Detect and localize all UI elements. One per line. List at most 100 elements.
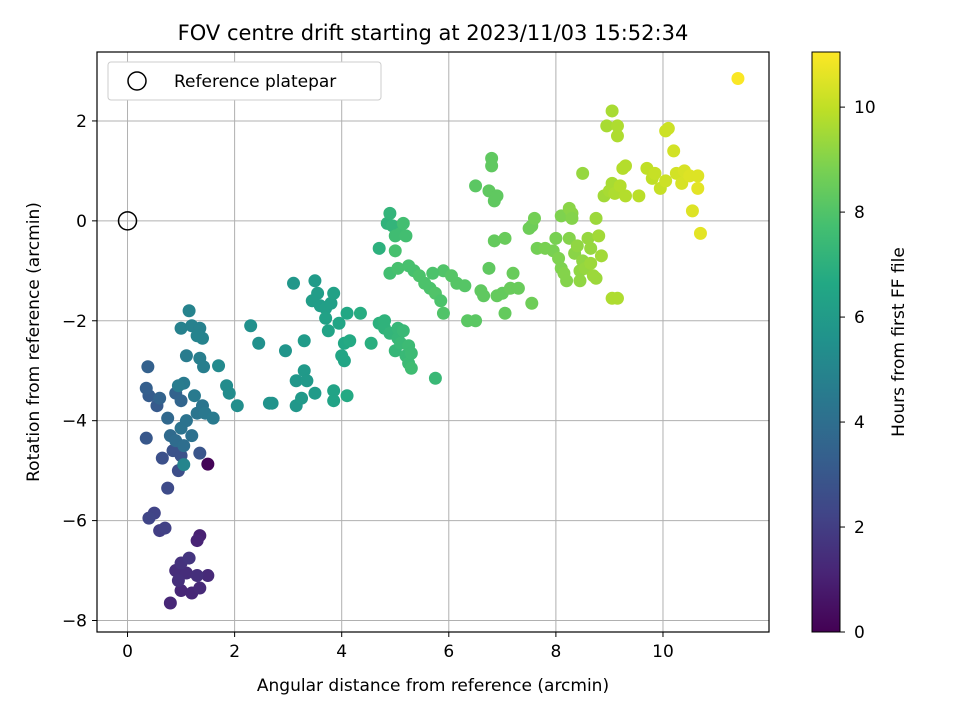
scatter-point bbox=[618, 159, 632, 173]
scatter-point bbox=[388, 244, 402, 258]
colorbar-tick-label: 2 bbox=[854, 518, 865, 538]
scatter-point bbox=[153, 391, 167, 405]
scatter-point bbox=[396, 216, 410, 230]
colorbar-tick-label: 10 bbox=[854, 98, 876, 118]
scatter-point bbox=[618, 189, 632, 203]
scatter-point bbox=[190, 534, 204, 548]
scatter-point bbox=[487, 234, 501, 248]
scatter-point bbox=[139, 381, 153, 395]
scatter-point bbox=[177, 439, 191, 453]
scatter-point bbox=[691, 169, 705, 183]
scatter-point bbox=[161, 411, 175, 425]
scatter-point bbox=[308, 386, 322, 400]
scatter-point bbox=[244, 319, 258, 333]
y-tick-label: 2 bbox=[76, 112, 87, 132]
scatter-point bbox=[230, 399, 244, 413]
scatter-point bbox=[605, 291, 619, 305]
scatter-point bbox=[177, 458, 191, 472]
scatter-point bbox=[174, 394, 188, 408]
colorbar-gradient bbox=[811, 51, 841, 633]
scatter-point bbox=[163, 596, 177, 610]
scatter-point bbox=[201, 457, 215, 471]
scatter-point bbox=[570, 239, 584, 253]
y-tick-label: 0 bbox=[76, 212, 87, 232]
scatter-point bbox=[174, 321, 188, 335]
scatter-point bbox=[589, 211, 603, 225]
x-tick-label: 0 bbox=[122, 642, 133, 662]
scatter-point bbox=[426, 266, 440, 280]
scatter-point bbox=[600, 119, 614, 133]
colorbar-tick-label: 0 bbox=[854, 623, 865, 643]
scatter-point bbox=[404, 361, 418, 375]
colorbar-tick-label: 6 bbox=[854, 308, 865, 328]
scatter-point bbox=[511, 281, 525, 295]
y-tick-label: −2 bbox=[62, 312, 87, 332]
scatter-point bbox=[372, 241, 386, 255]
scatter-point bbox=[297, 364, 311, 378]
y-axis-ticks: −8 −6 −4 −2 0 2 bbox=[62, 112, 97, 632]
scatter-point bbox=[399, 229, 413, 243]
scatter-point bbox=[171, 574, 185, 588]
scatter-point bbox=[190, 569, 204, 583]
scatter-point bbox=[391, 261, 405, 275]
scatter-point bbox=[482, 261, 496, 275]
scatter-point bbox=[141, 360, 155, 374]
colorbar: 0 2 4 6 8 10 Hours from first FF file bbox=[811, 51, 909, 643]
scatter-point bbox=[428, 371, 442, 385]
legend-reference-icon bbox=[127, 71, 147, 91]
x-tick-label: 8 bbox=[550, 642, 561, 662]
scatter-point bbox=[295, 391, 309, 405]
scatter-point bbox=[353, 306, 367, 320]
y-tick-label: −8 bbox=[62, 612, 87, 632]
scatter-point bbox=[485, 151, 499, 165]
scatter-point bbox=[308, 274, 322, 288]
scatter-point bbox=[552, 251, 566, 265]
colorbar-label: Hours from first FF file bbox=[889, 247, 909, 437]
scatter-point bbox=[731, 71, 745, 85]
scatter-point bbox=[659, 174, 673, 188]
scatter-point bbox=[222, 386, 236, 400]
scatter-point bbox=[190, 329, 204, 343]
scatter-point bbox=[613, 179, 627, 193]
scatter-point bbox=[187, 389, 201, 403]
scatter-point bbox=[490, 189, 504, 203]
scatter-point bbox=[340, 306, 354, 320]
scatter-point bbox=[155, 451, 169, 465]
y-tick-label: −4 bbox=[62, 412, 87, 432]
scatter-point bbox=[197, 360, 211, 374]
scatter-point bbox=[691, 181, 705, 195]
plot-frame bbox=[96, 51, 770, 633]
colorbar-ticks: 0 2 4 6 8 10 bbox=[840, 98, 876, 643]
scatter-point bbox=[525, 296, 539, 310]
scatter-point bbox=[340, 389, 354, 403]
scatter-point bbox=[685, 204, 699, 218]
y-axis-label: Rotation from reference (arcmin) bbox=[24, 202, 44, 482]
scatter-point bbox=[436, 306, 450, 320]
data-points bbox=[139, 71, 745, 610]
scatter-point bbox=[139, 431, 153, 445]
scatter-point bbox=[527, 211, 541, 225]
scatter-point bbox=[573, 274, 587, 288]
scatter-point bbox=[549, 231, 563, 245]
x-tick-label: 2 bbox=[229, 642, 240, 662]
scatter-point bbox=[565, 211, 579, 225]
legend-entry-label: Reference platepar bbox=[174, 72, 336, 92]
scatter-point bbox=[182, 551, 196, 565]
scatter-point bbox=[498, 231, 512, 245]
scatter-point bbox=[581, 231, 595, 245]
colorbar-tick-label: 8 bbox=[854, 203, 865, 223]
scatter-point bbox=[206, 411, 220, 425]
scatter-point bbox=[174, 584, 188, 598]
scatter-point bbox=[693, 226, 707, 240]
scatter-point bbox=[667, 144, 681, 158]
scatter-point bbox=[469, 314, 483, 328]
scatter-point bbox=[469, 179, 483, 193]
scatter-point bbox=[477, 289, 491, 303]
scatter-point bbox=[193, 446, 207, 460]
scatter-point bbox=[324, 296, 338, 310]
reference-platepar-marker bbox=[117, 211, 138, 231]
scatter-point bbox=[584, 241, 598, 255]
scatter-point bbox=[648, 166, 662, 180]
scatter-point bbox=[142, 511, 156, 525]
scatter-point bbox=[594, 249, 608, 263]
